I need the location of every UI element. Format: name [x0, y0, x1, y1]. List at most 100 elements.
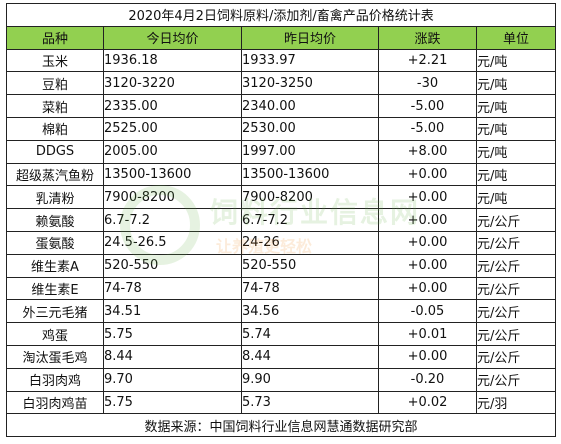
change-cell: -0.20 — [378, 367, 477, 392]
table-row: 玉米 1936.18 1933.97 +2.21 元/吨 — [6, 48, 557, 73]
table-row: 棉粕 2525.00 2530.00 -5.00 元/吨 — [6, 116, 557, 141]
variety-cell: 菜粕 — [6, 94, 104, 118]
unit-cell: 元/公斤 — [475, 299, 557, 324]
yesterday-price-cell: 1933.97 — [241, 48, 379, 73]
today-price-cell: 1936.18 — [103, 48, 242, 73]
footer-row: 数据来源：中国饲料行业信息网慧通数据研究部 — [5, 413, 557, 438]
yesterday-price-cell: 5.74 — [241, 322, 379, 346]
today-price-cell: 74-78 — [103, 276, 242, 301]
variety-cell: 白羽肉鸡苗 — [6, 390, 104, 415]
today-price-cell: 3120-3220 — [103, 71, 242, 96]
table-row: 菜粕 2335.00 2340.00 -5.00 元/吨 — [6, 94, 557, 118]
yesterday-price-cell: 8.44 — [241, 344, 379, 369]
change-cell: +0.00 — [378, 230, 477, 255]
unit-cell: 元/吨 — [475, 139, 557, 164]
today-price-cell: 7900-8200 — [103, 185, 242, 210]
change-cell: +8.00 — [378, 139, 477, 164]
change-cell: +0.00 — [378, 162, 477, 187]
yesterday-price-cell: 1997.00 — [241, 139, 379, 164]
variety-cell: 外三元毛猪 — [6, 299, 104, 324]
yesterday-price-cell: 3120-3250 — [241, 71, 379, 96]
unit-cell: 元/吨 — [475, 116, 557, 141]
table-row: 豆粕 3120-3220 3120-3250 -30 元/吨 — [6, 71, 557, 96]
table-row: DDGS 2005.00 1997.00 +8.00 元/吨 — [6, 139, 557, 164]
header-variety: 品种 — [6, 25, 104, 50]
today-price-cell: 2525.00 — [103, 116, 242, 141]
table-row: 白羽肉鸡 9.70 9.90 -0.20 元/公斤 — [6, 367, 557, 392]
unit-cell: 元/吨 — [475, 71, 557, 96]
header-row: 品种 今日均价 昨日均价 涨跌 单位 — [6, 25, 557, 50]
yesterday-price-cell: 13500-13600 — [241, 162, 379, 187]
table-body: 玉米 1936.18 1933.97 +2.21 元/吨 豆粕 3120-3220 3120-… — [6, 48, 557, 415]
unit-cell: 元/公斤 — [475, 322, 557, 346]
today-price-cell: 2335.00 — [103, 94, 242, 118]
table-row: 淘汰蛋毛鸡 8.44 8.44 +0.00 元/公斤 — [6, 344, 557, 369]
table-row: 超级蒸汽鱼粉 13500-13600 13500-13600 +0.00 元/吨 — [6, 162, 557, 187]
yesterday-price-cell: 74-78 — [241, 276, 379, 301]
change-cell: +0.02 — [378, 390, 477, 415]
today-price-cell: 8.44 — [103, 344, 242, 369]
variety-cell: 白羽肉鸡 — [6, 367, 104, 392]
header-yesterday-price: 昨日均价 — [241, 25, 379, 50]
change-cell: +0.00 — [378, 253, 477, 278]
today-price-cell: 13500-13600 — [103, 162, 242, 187]
variety-cell: 棉粕 — [6, 116, 104, 141]
unit-cell: 元/公斤 — [475, 367, 557, 392]
unit-cell: 元/吨 — [475, 94, 557, 118]
variety-cell: 超级蒸汽鱼粉 — [6, 162, 104, 187]
unit-cell: 元/公斤 — [475, 276, 557, 301]
data-source: 数据来源：中国饲料行业信息网慧通数据研究部 — [5, 413, 557, 438]
table-row: 维生素A 520-550 520-550 +0.00 元/公斤 — [6, 253, 557, 278]
change-cell: +2.21 — [378, 48, 477, 73]
change-cell: +0.00 — [378, 208, 477, 232]
change-cell: -30 — [378, 71, 477, 96]
variety-cell: 鸡蛋 — [6, 322, 104, 346]
change-cell: +0.01 — [378, 322, 477, 346]
change-cell: +0.00 — [378, 185, 477, 210]
table-row: 蛋氨酸 24.5-26.5 24-26 +0.00 元/公斤 — [6, 230, 557, 255]
table-row: 鸡蛋 5.75 5.74 +0.01 元/公斤 — [6, 322, 557, 346]
yesterday-price-cell: 9.90 — [241, 367, 379, 392]
header-change: 涨跌 — [378, 25, 477, 50]
table-row: 白羽肉鸡苗 5.75 5.73 +0.02 元/羽 — [6, 390, 557, 415]
today-price-cell: 9.70 — [103, 367, 242, 392]
yesterday-price-cell: 5.73 — [241, 390, 379, 415]
yesterday-price-cell: 2530.00 — [241, 116, 379, 141]
price-table: 2020年4月2日饲料原料/添加剂/畜禽产品价格统计表 品种 今日均价 昨日均价… — [5, 3, 557, 438]
yesterday-price-cell: 34.56 — [241, 299, 379, 324]
table-row: 乳清粉 7900-8200 7900-8200 +0.00 元/吨 — [6, 185, 557, 210]
unit-cell: 元/吨 — [475, 162, 557, 187]
change-cell: +0.00 — [378, 276, 477, 301]
change-cell: -5.00 — [378, 116, 477, 141]
table-row: 赖氨酸 6.7-7.2 6.7-7.2 +0.00 元/公斤 — [6, 208, 557, 232]
unit-cell: 元/吨 — [475, 185, 557, 210]
yesterday-price-cell: 24-26 — [241, 230, 379, 255]
yesterday-price-cell: 520-550 — [241, 253, 379, 278]
unit-cell: 元/吨 — [475, 48, 557, 73]
variety-cell: 维生素E — [6, 276, 104, 301]
unit-cell: 元/公斤 — [475, 208, 557, 232]
table-title: 2020年4月2日饲料原料/添加剂/畜禽产品价格统计表 — [5, 3, 557, 27]
variety-cell: 乳清粉 — [6, 185, 104, 210]
unit-cell: 元/公斤 — [475, 230, 557, 255]
table-row: 维生素E 74-78 74-78 +0.00 元/公斤 — [6, 276, 557, 301]
today-price-cell: 520-550 — [103, 253, 242, 278]
variety-cell: 蛋氨酸 — [6, 230, 104, 255]
today-price-cell: 24.5-26.5 — [103, 230, 242, 255]
variety-cell: 淘汰蛋毛鸡 — [6, 344, 104, 369]
header-today-price: 今日均价 — [103, 25, 242, 50]
unit-cell: 元/羽 — [475, 390, 557, 415]
unit-cell: 元/公斤 — [475, 344, 557, 369]
change-cell: -0.05 — [378, 299, 477, 324]
yesterday-price-cell: 7900-8200 — [241, 185, 379, 210]
variety-cell: 豆粕 — [6, 71, 104, 96]
today-price-cell: 5.75 — [103, 390, 242, 415]
change-cell: +0.00 — [378, 344, 477, 369]
today-price-cell: 2005.00 — [103, 139, 242, 164]
title-row: 2020年4月2日饲料原料/添加剂/畜禽产品价格统计表 — [5, 3, 557, 27]
yesterday-price-cell: 6.7-7.2 — [241, 208, 379, 232]
header-unit: 单位 — [475, 25, 557, 50]
change-cell: -5.00 — [378, 94, 477, 118]
yesterday-price-cell: 2340.00 — [241, 94, 379, 118]
unit-cell: 元/公斤 — [475, 253, 557, 278]
